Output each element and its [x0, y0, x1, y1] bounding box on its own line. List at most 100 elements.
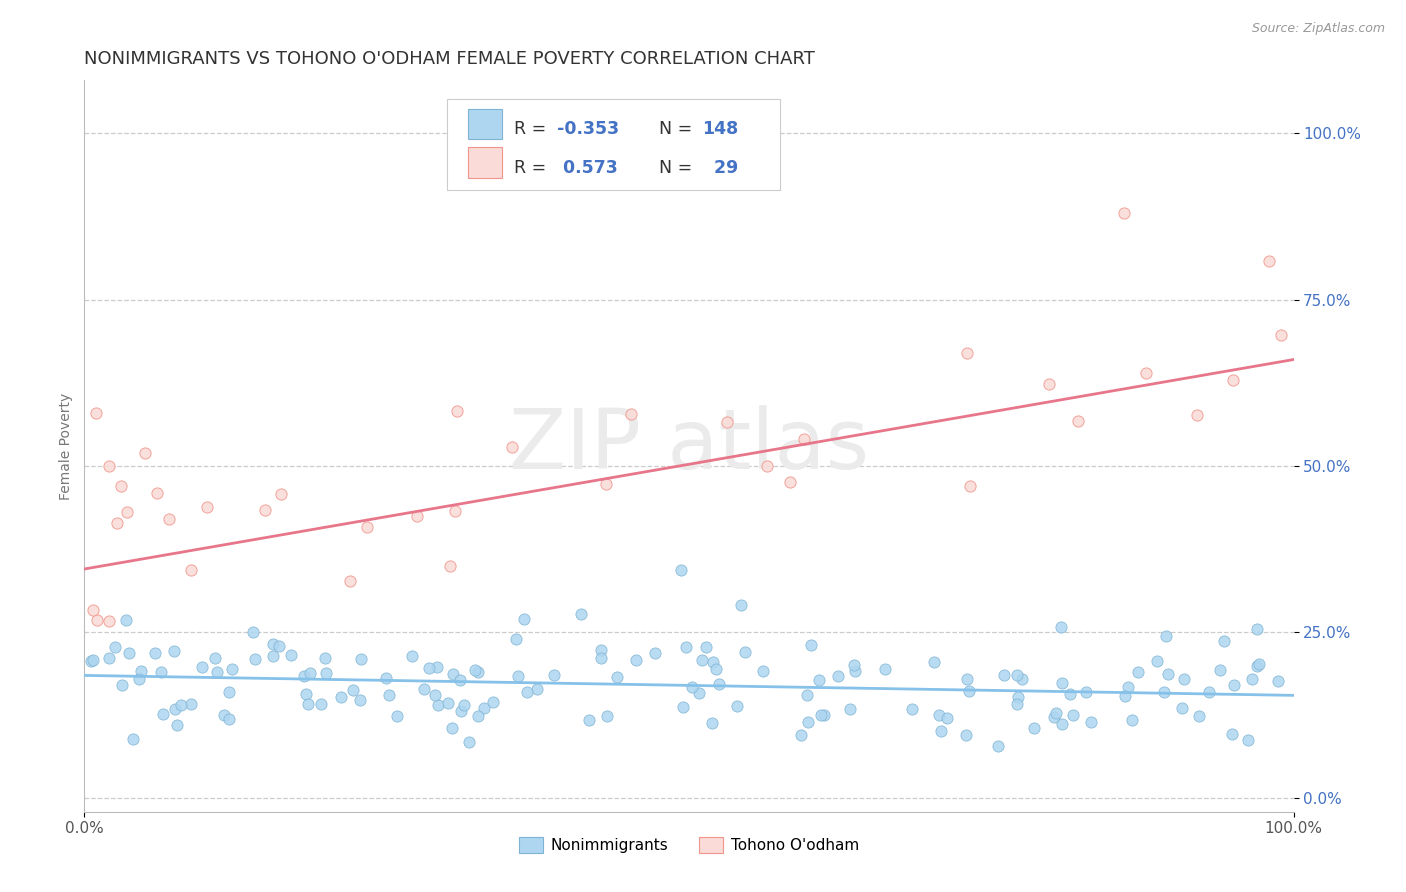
Point — [218, 685, 240, 699]
Point — [730, 598, 752, 612]
Point — [681, 680, 703, 694]
Point — [543, 668, 565, 682]
Point — [1240, 672, 1263, 686]
Point — [1050, 675, 1073, 690]
Point — [1114, 689, 1136, 703]
FancyBboxPatch shape — [468, 147, 502, 178]
Point — [706, 662, 728, 676]
Point — [707, 677, 730, 691]
Point — [734, 645, 756, 659]
Point — [1045, 706, 1067, 721]
Point — [118, 646, 141, 660]
Point — [450, 704, 472, 718]
Point — [1153, 685, 1175, 699]
Point — [295, 687, 318, 701]
Point — [624, 653, 647, 667]
Point — [1267, 673, 1289, 688]
Point — [827, 669, 849, 683]
Point — [1050, 716, 1073, 731]
Point — [807, 673, 830, 687]
Point — [959, 479, 981, 493]
Point — [606, 670, 628, 684]
Point — [797, 715, 820, 730]
Point — [86, 613, 108, 627]
Point — [1005, 668, 1028, 682]
Point — [166, 718, 188, 732]
Point — [1188, 709, 1211, 723]
Point — [526, 681, 548, 696]
Point — [796, 688, 818, 702]
Point — [82, 653, 104, 667]
Text: R =: R = — [513, 120, 551, 138]
Point — [180, 563, 202, 577]
Point — [342, 682, 364, 697]
Point — [506, 669, 529, 683]
Point — [262, 637, 284, 651]
Point — [262, 648, 284, 663]
Point — [1198, 685, 1220, 699]
Point — [929, 724, 952, 739]
Point — [955, 672, 977, 686]
Point — [688, 685, 710, 699]
Point — [1011, 672, 1033, 686]
Point — [956, 346, 979, 360]
Point — [129, 664, 152, 678]
Point — [121, 731, 143, 746]
Point — [401, 649, 423, 664]
Point — [441, 721, 464, 735]
Point — [1114, 206, 1136, 220]
Point — [152, 706, 174, 721]
Point — [426, 698, 449, 712]
Point — [672, 699, 695, 714]
Point — [1213, 634, 1236, 648]
Point — [82, 603, 104, 617]
Point — [813, 708, 835, 723]
Point — [253, 503, 276, 517]
Point — [292, 669, 315, 683]
Point — [789, 728, 811, 742]
Point — [671, 563, 693, 577]
Point — [644, 646, 666, 660]
Legend: Nonimmigrants, Tohono O'odham: Nonimmigrants, Tohono O'odham — [512, 830, 866, 859]
Text: 29: 29 — [702, 159, 738, 178]
Point — [481, 695, 503, 709]
Point — [311, 697, 333, 711]
Point — [695, 640, 717, 654]
Point — [339, 574, 361, 588]
Point — [446, 403, 468, 417]
Point — [1220, 727, 1243, 741]
Point — [104, 640, 127, 655]
Point — [810, 708, 832, 723]
Point — [350, 652, 373, 666]
Point — [839, 702, 862, 716]
Point — [204, 651, 226, 665]
Point — [1067, 413, 1090, 427]
Point — [356, 520, 378, 534]
FancyBboxPatch shape — [447, 99, 780, 190]
Point — [449, 673, 471, 687]
Point — [752, 664, 775, 678]
Point — [1116, 681, 1139, 695]
Point — [111, 678, 134, 692]
Text: 0.573: 0.573 — [557, 159, 617, 178]
Text: 148: 148 — [702, 120, 738, 138]
Point — [297, 697, 319, 711]
Point — [1062, 708, 1084, 723]
Point — [1059, 687, 1081, 701]
Point — [242, 624, 264, 639]
Point — [150, 665, 173, 679]
Point — [170, 698, 193, 713]
Point — [441, 667, 464, 681]
Point — [218, 712, 240, 726]
Point — [1156, 630, 1178, 644]
Point — [349, 692, 371, 706]
Point — [928, 707, 950, 722]
Point — [578, 713, 600, 727]
FancyBboxPatch shape — [468, 109, 502, 139]
Point — [1246, 659, 1268, 673]
Text: N =: N = — [659, 120, 697, 138]
Point — [110, 479, 132, 493]
Point — [143, 646, 166, 660]
Point — [467, 709, 489, 723]
Point — [1258, 253, 1281, 268]
